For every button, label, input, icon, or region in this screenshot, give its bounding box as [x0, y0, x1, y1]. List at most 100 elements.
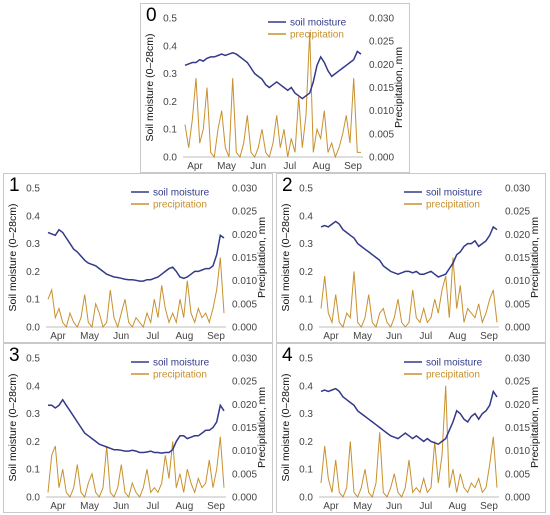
chart-svg: 0.0 0.1 0.2 0.3 0.4 0.5 0.000 0.005 0.010 0.015 0.… — [280, 184, 541, 343]
y-left-axis-title: Soil moisture (0–28cm) — [7, 204, 19, 312]
y-left-tick-label: 0.4 — [299, 381, 313, 392]
chart-panel-4: 4 0.0 0.1 0.2 0.3 0.4 0.5 0.000 0.005 0.010 0.015 0… — [276, 343, 546, 513]
x-tick-label: Apr — [50, 331, 66, 342]
y-left-tick-label: 0.0 — [299, 323, 313, 334]
y-left-tick-label: 0.0 — [299, 493, 313, 504]
x-tick-label: Apr — [50, 501, 66, 512]
precipitation-series-line — [47, 436, 225, 499]
x-tick-label: Apr — [323, 331, 339, 342]
y-left-tick-label: 0.2 — [26, 437, 40, 448]
y-right-tick-label: 0.000 — [369, 153, 394, 164]
soil-moisture-series-line — [48, 398, 225, 454]
y-right-tick-label: 0.020 — [232, 230, 257, 241]
y-left-tick-label: 0.3 — [299, 239, 313, 250]
y-left-axis-title: Soil moisture (0–28cm) — [7, 374, 19, 482]
legend-precipitation-label: precipitation — [426, 370, 480, 381]
y-right-tick-label: 0.020 — [505, 400, 530, 411]
legend-precipitation-label: precipitation — [290, 30, 344, 41]
y-left-axis-title: Soil moisture (0–28cm) — [280, 204, 292, 312]
x-tick-label: Jun — [113, 501, 129, 512]
x-tick-label: Apr — [323, 501, 339, 512]
y-left-tick-label: 0.2 — [163, 97, 177, 108]
x-tick-label: Jun — [386, 501, 402, 512]
y-right-tick-label: 0.015 — [232, 253, 257, 264]
y-right-axis-title: Precipitation, mm — [256, 387, 268, 468]
chart-panel-3: 3 0.0 0.1 0.2 0.3 0.4 0.5 0.000 0.005 0.010 0.015 0… — [3, 343, 273, 513]
x-tick-label: Sep — [344, 161, 362, 172]
y-left-tick-label: 0.0 — [163, 153, 177, 164]
chart-panel-1: 1 0.0 0.1 0.2 0.3 0.4 0.5 0.000 0.005 0.010 0.015 0… — [3, 173, 273, 343]
y-left-tick-label: 0.2 — [299, 437, 313, 448]
y-right-tick-label: 0.020 — [369, 60, 394, 71]
x-tick-label: May — [353, 501, 372, 512]
y-right-tick-label: 0.005 — [232, 299, 257, 310]
y-left-tick-label: 0.2 — [26, 267, 40, 278]
x-tick-label: May — [80, 331, 99, 342]
panel-number: 1 — [9, 175, 20, 196]
x-tick-label: Sep — [480, 331, 498, 342]
y-right-tick-label: 0.015 — [369, 83, 394, 94]
y-right-tick-label: 0.030 — [505, 354, 530, 365]
precipitation-series-line — [184, 31, 361, 159]
precipitation-series-line — [320, 257, 498, 329]
x-tick-label: Jun — [386, 331, 402, 342]
x-tick-label: Jul — [419, 331, 432, 342]
y-left-tick-label: 0.3 — [26, 409, 40, 420]
x-tick-label: Jun — [113, 331, 129, 342]
y-right-tick-label: 0.025 — [369, 37, 394, 48]
x-tick-label: Aug — [449, 501, 467, 512]
y-left-tick-label: 0.1 — [163, 125, 177, 136]
legend-precipitation-label: precipitation — [426, 200, 480, 211]
y-right-tick-label: 0.030 — [369, 14, 394, 25]
y-left-tick-label: 0.5 — [26, 184, 40, 195]
legend-soil-moisture-label: soil moisture — [153, 358, 210, 369]
y-left-tick-label: 0.5 — [299, 184, 313, 195]
y-left-tick-label: 0.3 — [299, 409, 313, 420]
y-right-tick-label: 0.010 — [505, 276, 530, 287]
precipitation-series-line — [320, 385, 498, 499]
y-left-tick-label: 0.0 — [26, 493, 40, 504]
x-tick-label: Jul — [146, 501, 159, 512]
x-tick-label: Sep — [480, 501, 498, 512]
y-right-tick-label: 0.025 — [232, 377, 257, 388]
legend-soil-moisture-label: soil moisture — [153, 188, 210, 199]
x-tick-label: Apr — [187, 161, 203, 172]
chart-svg: 0.0 0.1 0.2 0.3 0.4 0.5 0.000 0.005 0.010 0.015 0.… — [280, 354, 541, 513]
legend-precipitation-label: precipitation — [153, 200, 207, 211]
y-right-tick-label: 0.000 — [232, 323, 257, 334]
panel-number: 4 — [282, 345, 293, 366]
y-left-tick-label: 0.1 — [299, 295, 313, 306]
y-left-axis-title: Soil moisture (0–28cm) — [144, 34, 156, 142]
y-right-tick-label: 0.000 — [505, 493, 530, 504]
y-left-tick-label: 0.3 — [26, 239, 40, 250]
y-right-tick-label: 0.010 — [369, 106, 394, 117]
y-left-tick-label: 0.4 — [299, 211, 313, 222]
y-left-tick-label: 0.2 — [299, 267, 313, 278]
y-left-tick-label: 0.5 — [26, 354, 40, 365]
x-tick-label: Jul — [419, 501, 432, 512]
legend-soil-moisture-label: soil moisture — [290, 18, 347, 29]
y-left-tick-label: 0.5 — [163, 14, 177, 25]
y-left-tick-label: 0.1 — [299, 465, 313, 476]
x-tick-label: May — [80, 501, 99, 512]
y-right-axis-title: Precipitation, mm — [529, 387, 541, 468]
y-left-tick-label: 0.4 — [26, 381, 40, 392]
y-right-tick-label: 0.015 — [232, 423, 257, 434]
y-left-tick-label: 0.1 — [26, 465, 40, 476]
y-right-tick-label: 0.005 — [505, 299, 530, 310]
chart-svg: 0.0 0.1 0.2 0.3 0.4 0.5 0.000 0.005 0.010 0.015 0.… — [7, 184, 268, 343]
x-tick-label: Jun — [250, 161, 266, 172]
y-right-tick-label: 0.005 — [232, 469, 257, 480]
chart-svg: 0.0 0.1 0.2 0.3 0.4 0.5 0.000 0.005 0.010 0.015 0.… — [144, 14, 405, 173]
y-right-axis-title: Precipitation, mm — [256, 217, 268, 298]
y-right-tick-label: 0.010 — [232, 276, 257, 287]
y-right-tick-label: 0.025 — [232, 207, 257, 218]
y-right-tick-label: 0.030 — [232, 184, 257, 195]
chart-panel-0: 0 0.0 0.1 0.2 0.3 0.4 0.5 0.000 0.005 0.010 0.015 0… — [140, 3, 410, 173]
x-tick-label: Aug — [313, 161, 331, 172]
chart-panel-2: 2 0.0 0.1 0.2 0.3 0.4 0.5 0.000 0.005 0.010 0.015 0… — [276, 173, 546, 343]
precipitation-series-line — [47, 257, 225, 329]
y-right-tick-label: 0.000 — [232, 493, 257, 504]
y-right-tick-label: 0.015 — [505, 253, 530, 264]
y-right-axis-title: Precipitation, mm — [393, 47, 405, 128]
